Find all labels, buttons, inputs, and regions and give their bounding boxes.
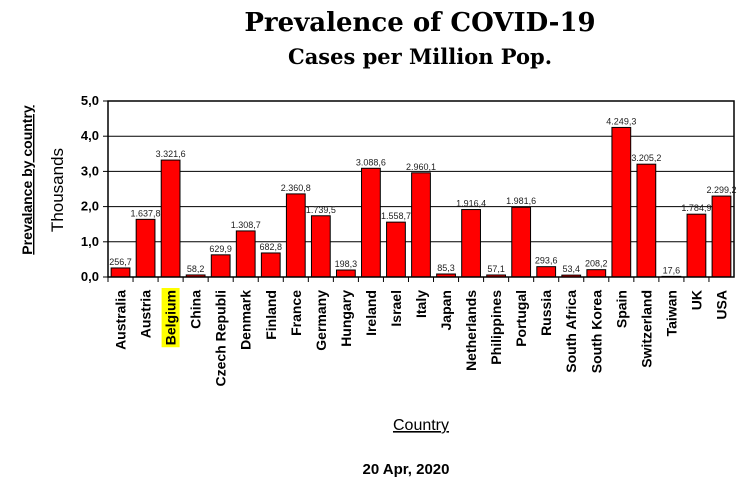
x-category-label: Switzerland xyxy=(638,290,654,368)
y-axis-ticks: 0,0 1,0 2,0 3,0 4,0 5,0 xyxy=(81,93,710,284)
x-category-label: UK xyxy=(688,290,704,310)
data-label: 2.960,1 xyxy=(406,162,436,172)
bar xyxy=(611,126,632,278)
y-axis-label-secondary: Thousands xyxy=(48,148,67,232)
category-highlights xyxy=(161,288,180,348)
x-category-label: Spain xyxy=(613,290,629,328)
data-label: 1.558,7 xyxy=(381,211,411,221)
bar xyxy=(411,172,431,278)
data-label: 1.784,9 xyxy=(681,203,711,213)
data-label: 58,2 xyxy=(187,264,205,274)
data-label: 17,6 xyxy=(663,265,681,275)
data-label: 293,6 xyxy=(535,256,558,266)
data-label: 1.981,6 xyxy=(506,196,536,206)
y-tick-label: 3,0 xyxy=(81,163,99,178)
bar xyxy=(461,209,481,278)
data-label: 85,3 xyxy=(437,263,455,273)
x-category-label: Japan xyxy=(438,290,454,330)
plot-area-border xyxy=(107,100,735,278)
x-axis-categories: Australia Austria Belgium China Czech Republ… xyxy=(113,290,730,387)
x-category-label: China xyxy=(188,290,204,329)
data-label: 1.916,4 xyxy=(456,199,486,209)
data-label: 256,7 xyxy=(109,257,132,267)
data-label: 2.299,2 xyxy=(706,185,736,195)
x-axis-label: Country xyxy=(393,417,449,434)
data-label: 1.308,7 xyxy=(231,220,261,230)
y-axis-label-primary: Prevalance by country xyxy=(19,105,35,255)
data-label: 2.360,8 xyxy=(281,183,311,193)
bar xyxy=(135,218,156,278)
bar xyxy=(210,254,231,278)
x-category-label: South Africa xyxy=(563,290,579,373)
data-label: 1.739,5 xyxy=(306,205,336,215)
bar xyxy=(536,266,557,278)
x-category-label: Denmark xyxy=(238,290,254,350)
data-labels: 256,7 1.637,8 3.321,6 58,2 629,9 1.308,7 682,8… xyxy=(109,116,736,275)
bar xyxy=(260,252,281,278)
data-label: 3.321,6 xyxy=(156,149,186,159)
x-category-label: Czech Republi xyxy=(213,290,229,386)
bar xyxy=(511,206,532,278)
y-tick-label: 1,0 xyxy=(81,234,99,249)
y-tick-label: 4,0 xyxy=(81,128,99,143)
category-highlight xyxy=(161,288,180,348)
bar xyxy=(711,195,732,278)
data-label: 629,9 xyxy=(209,244,232,254)
bar xyxy=(335,269,356,278)
data-label: 198,3 xyxy=(335,259,358,269)
bar xyxy=(285,193,306,278)
bar xyxy=(636,163,657,278)
x-category-label: Portugal xyxy=(513,290,529,347)
x-category-label: France xyxy=(288,290,304,336)
x-category-label: Italy xyxy=(413,290,429,318)
bars xyxy=(110,126,732,278)
data-label: 3.088,6 xyxy=(356,157,386,167)
x-category-label: Australia xyxy=(113,290,129,350)
bar xyxy=(361,167,381,278)
bar xyxy=(586,269,607,278)
chart-subtitle: Cases per Million Pop. xyxy=(287,44,553,69)
x-category-label: South Korea xyxy=(588,290,604,373)
x-category-label: Netherlands xyxy=(463,290,479,371)
chart-title: Prevalence of COVID-19 xyxy=(244,8,596,38)
data-label: 57,1 xyxy=(487,264,505,274)
data-label: 4.249,3 xyxy=(606,116,636,126)
x-category-label: Ireland xyxy=(363,290,379,336)
bar xyxy=(686,213,707,278)
y-tick-label: 5,0 xyxy=(81,93,99,108)
data-label: 53,4 xyxy=(562,264,580,274)
x-category-label: Hungary xyxy=(338,290,354,347)
data-label: 1.637,8 xyxy=(131,208,161,218)
x-category-label: Russia xyxy=(538,290,554,336)
y-tick-label: 2,0 xyxy=(81,199,99,214)
bar xyxy=(386,221,406,278)
data-label: 208,2 xyxy=(585,259,608,269)
x-category-label: USA xyxy=(713,290,729,320)
x-category-label: Philippines xyxy=(488,290,504,365)
x-category-label: Israel xyxy=(388,290,404,327)
x-category-label: Germany xyxy=(313,290,329,351)
x-category-label: Taiwan xyxy=(663,290,679,336)
x-category-label: Austria xyxy=(138,290,154,338)
x-category-label: Belgium xyxy=(163,290,179,345)
x-category-label: Finland xyxy=(263,290,279,340)
bar xyxy=(310,215,331,278)
y-tick-label: 0,0 xyxy=(81,269,99,284)
bar xyxy=(160,159,181,278)
chart-date-footer: 20 Apr, 2020 xyxy=(362,461,449,478)
data-label: 3.205,2 xyxy=(631,153,661,163)
bar xyxy=(235,230,256,278)
bar xyxy=(110,267,131,278)
data-label: 682,8 xyxy=(259,242,282,252)
